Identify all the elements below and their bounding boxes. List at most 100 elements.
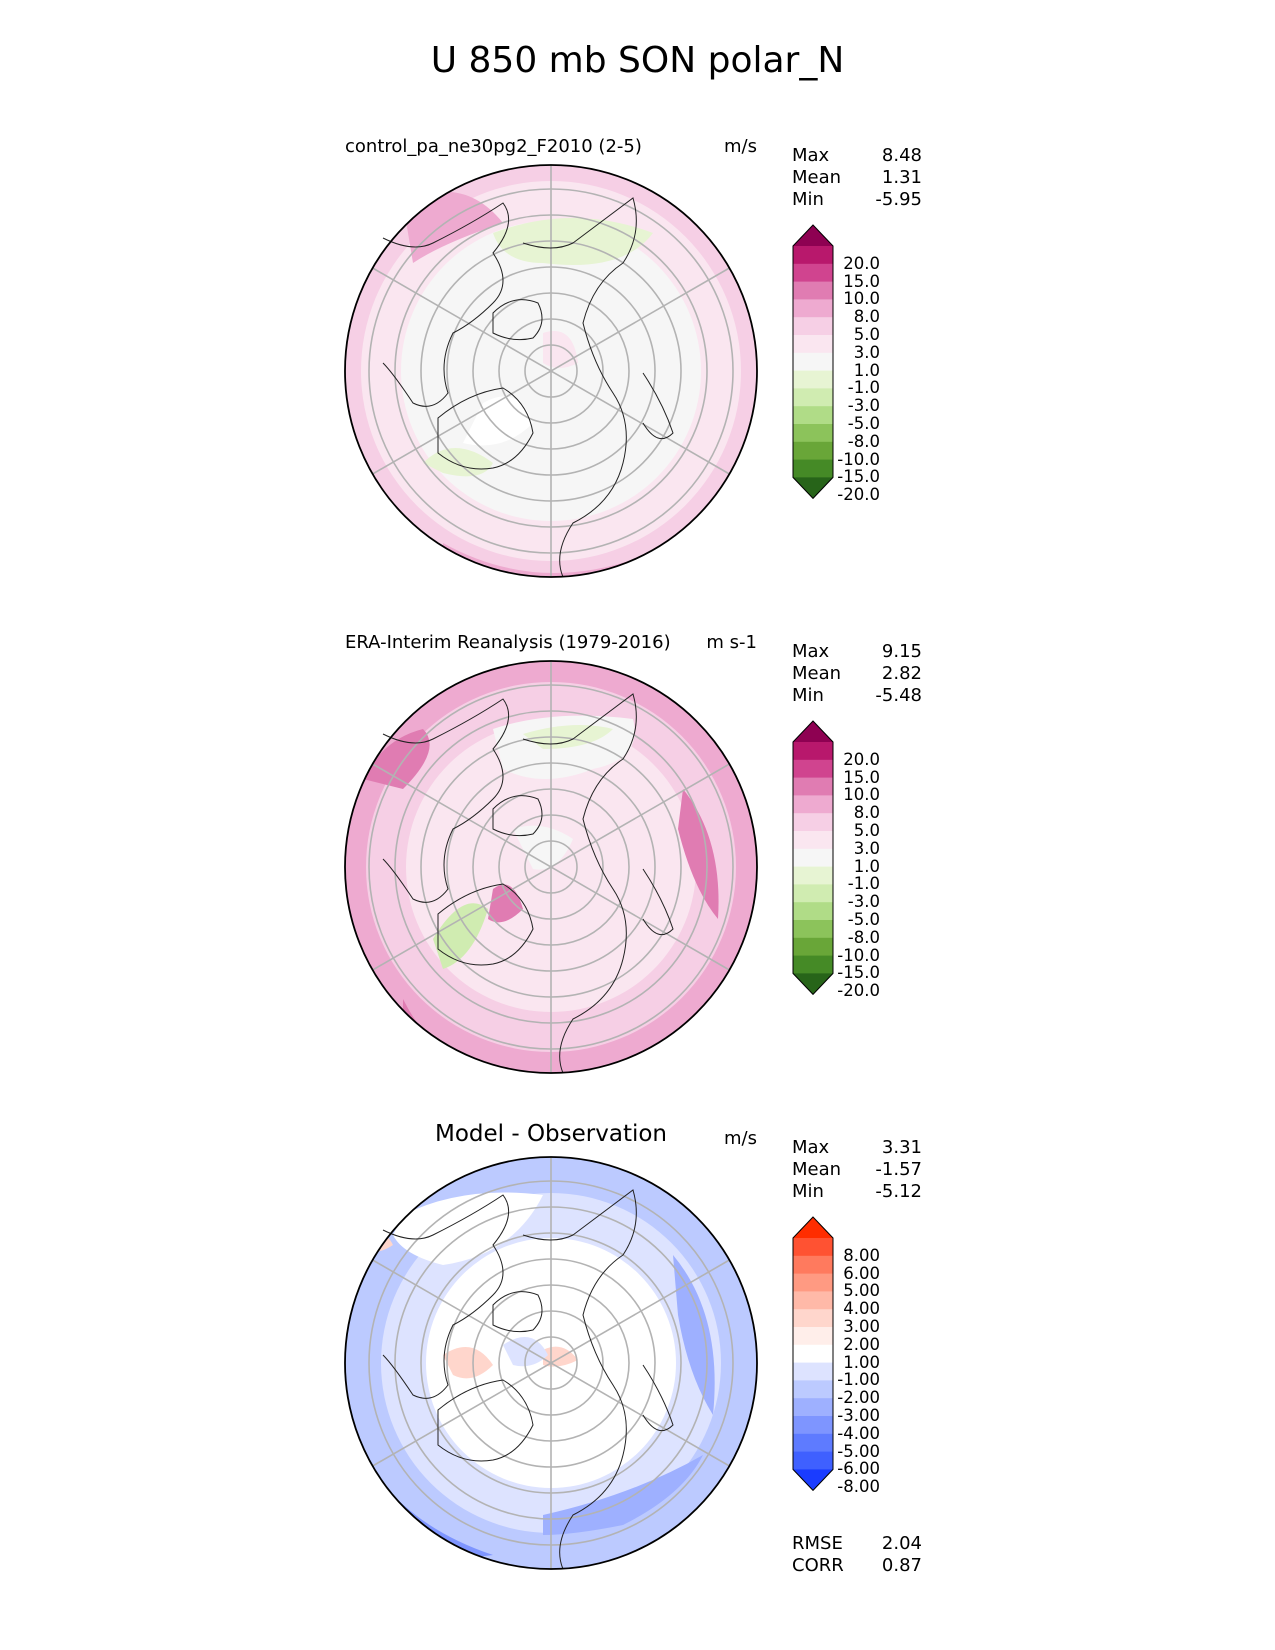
field-patch <box>673 1255 715 1415</box>
colorbar-swatch <box>793 920 833 939</box>
colorbar-swatches <box>792 224 834 500</box>
colorbar-ticks: 20.0 15.0 10.0 8.0 5.0 3.0 1.0 -1.0 -3.0 -5.0 -8.0… <box>820 750 880 1001</box>
field-patch <box>443 1347 493 1379</box>
colorbar: 8.00 6.00 5.00 4.00 3.00 2.00 1.00 -1.00 -2.00 -3… <box>792 1215 880 1515</box>
colorbar-tick-label: -5.00 <box>837 1441 880 1461</box>
colorbar-tick-label: -2.00 <box>837 1388 880 1408</box>
colorbar-tick-label: 1.0 <box>853 360 880 380</box>
colorbar-swatch <box>793 1238 833 1257</box>
colorbar-outline <box>792 1216 834 1492</box>
corr-label: CORR <box>792 1555 844 1576</box>
colorbar-outline <box>792 720 834 996</box>
colorbar-swatch <box>793 1362 833 1381</box>
colorbar-tick-label: 5.0 <box>853 820 880 840</box>
colorbar-extend-max <box>793 225 833 246</box>
colorbar-tick-label: -1.0 <box>847 378 880 398</box>
field-patch <box>493 218 653 265</box>
colorbar-tick-label: -8.0 <box>847 431 880 451</box>
colorbar-swatch <box>793 1433 833 1453</box>
field-patch <box>488 884 523 923</box>
stats-box: Max 3.31 Mean -1.57 Min -5.12 <box>792 1137 922 1203</box>
map-boundary <box>344 1156 758 1570</box>
colorbar-tick-label: -3.0 <box>847 892 880 912</box>
max-value: 3.31 <box>881 1137 922 1158</box>
colorbar-swatch <box>793 1273 833 1292</box>
figure-title: U 850 mb SON polar_N <box>430 40 845 81</box>
colorbar-tick-label: 3.0 <box>853 342 880 362</box>
colorbar-swatch <box>793 1344 833 1364</box>
colorbar-swatch <box>793 1327 833 1346</box>
colorbar-tick-label: -8.00 <box>837 1477 880 1497</box>
rmse-value: 2.04 <box>881 1533 922 1554</box>
colorbar-swatch <box>793 831 833 850</box>
colorbar-tick-label: -20.0 <box>837 981 880 1001</box>
colorbar-swatch <box>793 459 833 478</box>
colorbar-swatch <box>793 884 833 903</box>
colorbar-tick-label: -20.0 <box>837 485 880 505</box>
max-value: 8.48 <box>881 145 922 166</box>
colorbar-swatch <box>793 281 833 300</box>
min-label: Min <box>792 189 824 210</box>
colorbar-swatch <box>793 352 833 372</box>
graticule <box>368 1157 734 1569</box>
max-label: Max <box>792 1137 830 1158</box>
colorbar-swatch <box>793 1309 833 1328</box>
field-patch <box>503 1337 548 1367</box>
colorbar-swatch <box>793 335 833 354</box>
field-patch <box>678 789 719 919</box>
stats-box: Max 8.48 Mean 1.31 Min -5.95 <box>792 145 922 211</box>
colorbar-tick-label: 2.00 <box>843 1334 880 1354</box>
colorbar-tick-label: 1.00 <box>843 1352 880 1372</box>
colorbar-tick-label: 20.0 <box>843 253 880 273</box>
colorbar-swatch <box>793 955 833 974</box>
colorbar-extend-min <box>793 973 833 995</box>
panel-title: Model - Observation <box>434 1121 668 1147</box>
colorbar-tick-label: 8.00 <box>843 1245 880 1265</box>
field-patch <box>523 725 613 749</box>
max-label: Max <box>792 641 830 662</box>
colorbar-tick-label: -1.00 <box>837 1370 880 1390</box>
colorbar-tick-label: -15.0 <box>837 467 880 487</box>
mean-label: Mean <box>792 1159 842 1180</box>
mean-value: 1.31 <box>881 167 922 188</box>
panel-title: ERA-Interim Reanalysis (1979-2016) <box>345 632 671 653</box>
rmse-label: RMSE <box>792 1533 843 1554</box>
colorbar-swatch <box>793 795 833 814</box>
colorbar-swatches <box>792 1216 834 1492</box>
colorbar-extend-min <box>793 1469 833 1491</box>
colorbar-tick-label: 8.0 <box>853 803 880 823</box>
max-label: Max <box>792 145 830 166</box>
colorbar-swatch <box>793 317 833 336</box>
colorbar-tick-label: 3.0 <box>853 838 880 858</box>
colorbar-swatch <box>793 902 833 921</box>
colorbar-swatch <box>793 937 833 957</box>
colorbar-tick-label: -8.0 <box>847 927 880 947</box>
polar-map-diff <box>344 1156 758 1570</box>
min-value: -5.48 <box>875 685 922 706</box>
colorbar-tick-label: -4.00 <box>837 1423 880 1443</box>
mean-value: -1.57 <box>875 1159 922 1180</box>
colorbar-swatch <box>793 370 833 389</box>
coastlines <box>382 693 674 1074</box>
panel-title: control_pa_ne30pg2_F2010 (2-5) <box>345 136 642 157</box>
colorbar-tick-label: 5.0 <box>853 324 880 344</box>
colorbar-tick-label: 15.0 <box>843 767 880 787</box>
units-label: m/s <box>724 136 757 157</box>
field-patch <box>393 1192 543 1265</box>
colorbar-tick-label: 1.0 <box>853 856 880 876</box>
field-patch <box>363 729 430 789</box>
max-value: 9.15 <box>881 641 922 662</box>
colorbar-tick-label: -3.0 <box>847 396 880 416</box>
min-label: Min <box>792 685 824 706</box>
colorbar-swatches <box>792 720 834 996</box>
colorbar-tick-label: -10.0 <box>837 945 880 965</box>
colorbar-swatch <box>793 406 833 425</box>
colorbar-swatch <box>793 742 833 761</box>
colorbar-tick-label: -5.0 <box>847 909 880 929</box>
colorbar-tick-label: 10.0 <box>843 785 880 805</box>
colorbar-extend-min <box>793 477 833 499</box>
coastlines <box>382 197 674 578</box>
mean-label: Mean <box>792 663 842 684</box>
colorbar-tick-label: 8.0 <box>853 307 880 327</box>
colorbar-extend-max <box>793 721 833 742</box>
